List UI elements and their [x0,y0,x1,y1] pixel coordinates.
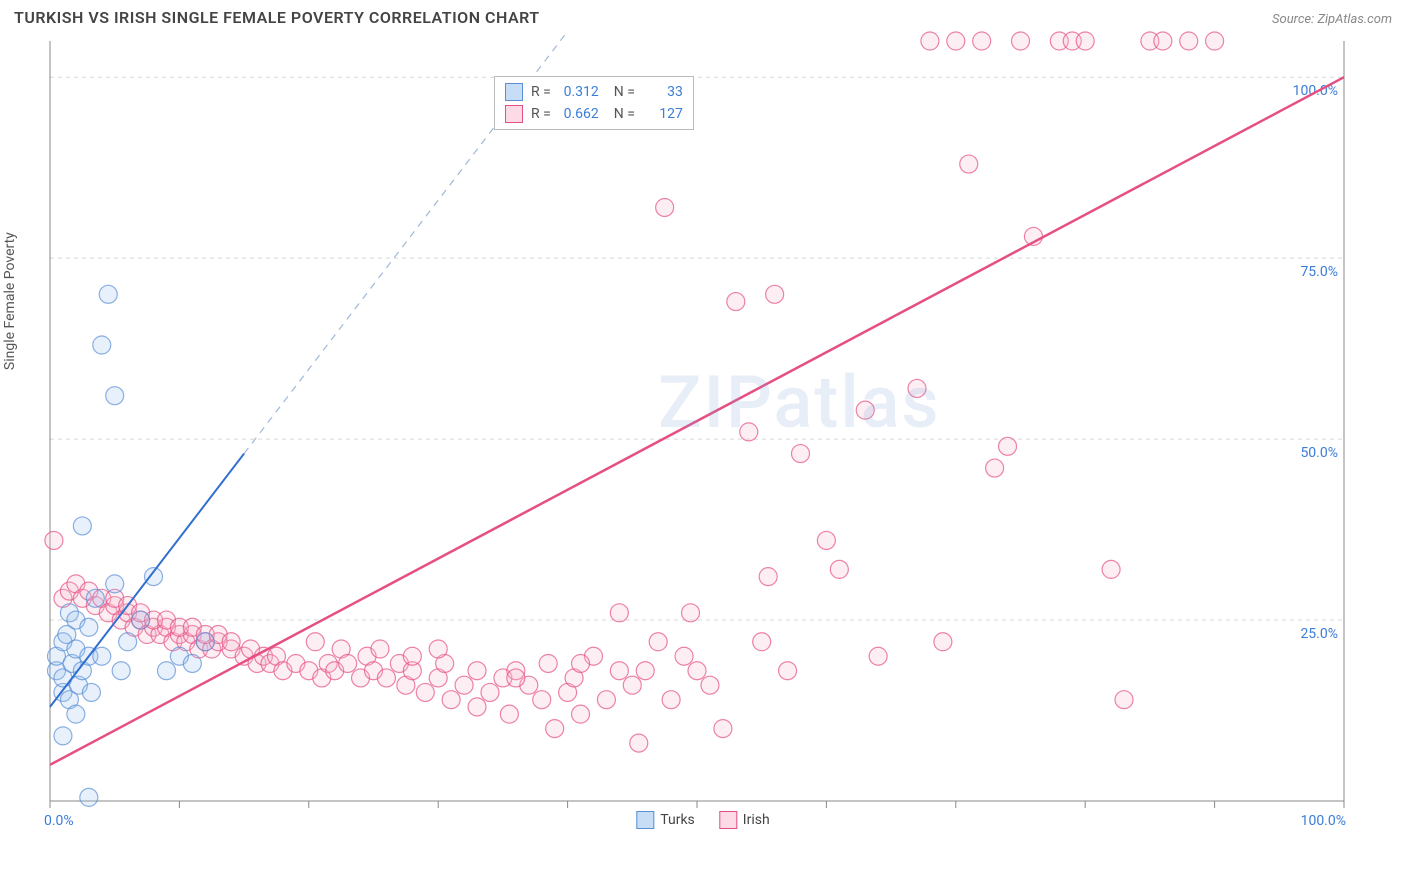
correlation-legend: R = 0.312 N = 33 R = 0.662 N = 127 [494,76,694,130]
n-value-turks: 33 [643,84,683,100]
legend-item-irish: Irish [719,811,770,829]
svg-text:0.0%: 0.0% [44,813,74,829]
source-attribution: Source: ZipAtlas.com [1272,8,1392,27]
chart-container: Single Female Poverty 25.0%50.0%75.0%100… [14,31,1392,831]
legend-row-turks: R = 0.312 N = 33 [505,81,683,103]
y-axis-label: Single Female Poverty [2,232,18,370]
swatch-turks [505,83,523,101]
legend-label-turks: Turks [660,812,695,828]
n-value-irish: 127 [643,106,683,122]
svg-text:25.0%: 25.0% [1300,626,1338,642]
r-label: R = [531,84,551,100]
swatch-irish [719,811,737,829]
svg-text:50.0%: 50.0% [1300,445,1338,461]
legend-item-turks: Turks [636,811,695,829]
source-prefix: Source: [1272,12,1317,27]
n-label: N = [607,106,635,122]
swatch-irish [505,105,523,123]
legend-row-irish: R = 0.662 N = 127 [505,103,683,125]
swatch-turks [636,811,654,829]
svg-text:100.0%: 100.0% [1301,813,1346,829]
legend-label-irish: Irish [743,812,770,828]
chart-title: TURKISH VS IRISH SINGLE FEMALE POVERTY C… [14,8,540,27]
r-value-turks: 0.312 [559,84,599,100]
scatter-chart: 25.0%50.0%75.0%100.0%0.0%100.0% [14,31,1354,831]
r-label: R = [531,106,551,122]
r-value-irish: 0.662 [559,106,599,122]
n-label: N = [607,84,635,100]
source-name: ZipAtlas.com [1317,12,1392,27]
series-legend: Turks Irish [636,811,769,829]
svg-text:75.0%: 75.0% [1300,264,1338,280]
